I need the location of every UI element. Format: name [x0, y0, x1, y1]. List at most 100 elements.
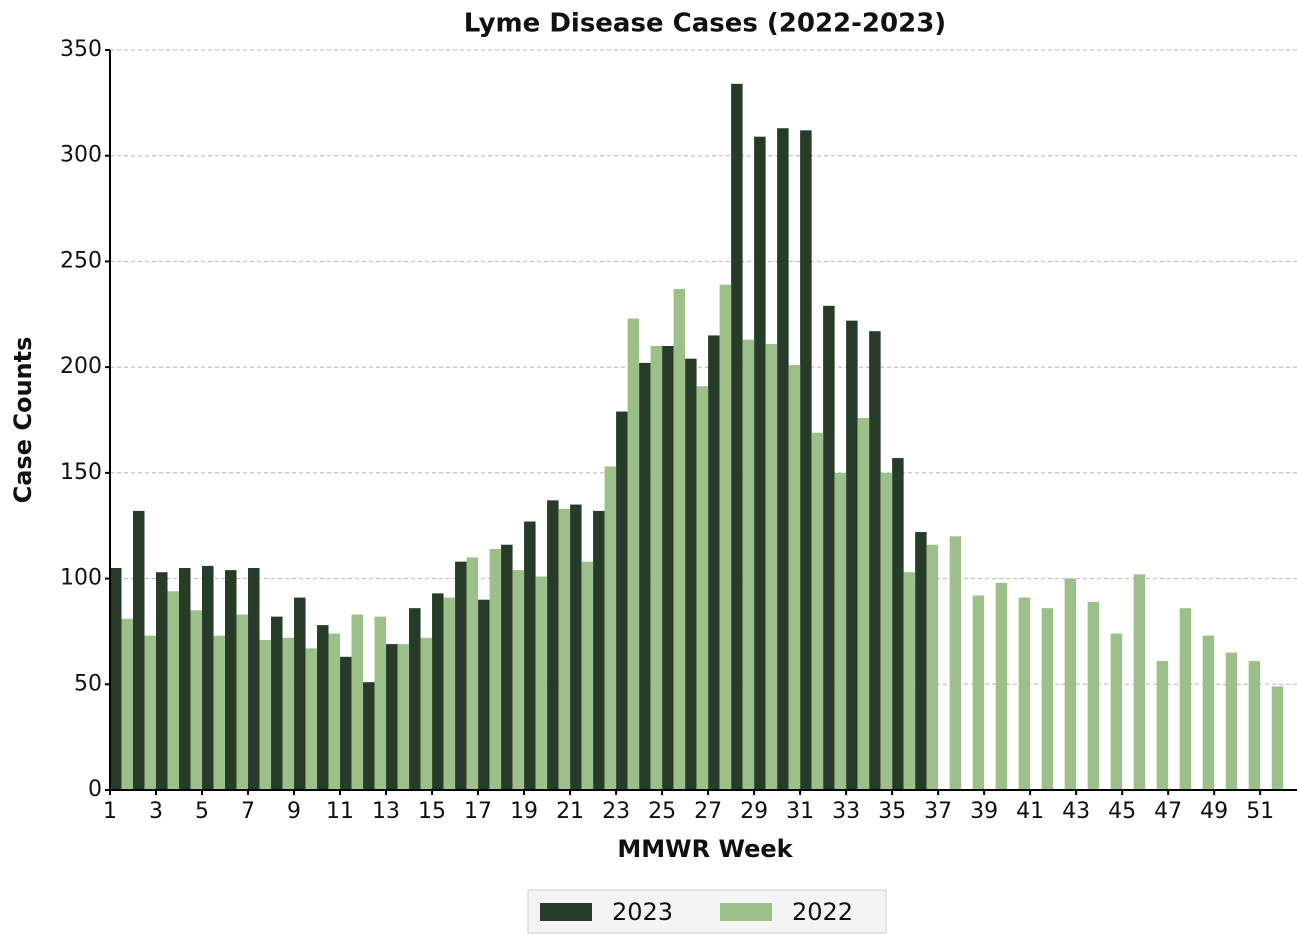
bar [604, 466, 617, 790]
bar [1064, 578, 1077, 790]
x-tick-label: 3 [149, 799, 163, 824]
bar [202, 565, 214, 790]
x-tick-label: 37 [924, 799, 952, 824]
bar [236, 614, 249, 790]
bar [627, 318, 640, 790]
y-axis-label: Case Counts [9, 337, 37, 504]
x-tick-label: 27 [694, 799, 722, 824]
bar [857, 417, 870, 790]
y-tick-label: 50 [74, 671, 102, 696]
bar [420, 637, 433, 790]
bar [570, 504, 582, 790]
bar [1202, 635, 1215, 790]
bar [685, 358, 697, 790]
legend-swatch [540, 903, 592, 921]
x-tick-label: 17 [464, 799, 492, 824]
bar [846, 320, 858, 790]
bar [478, 599, 490, 790]
bar [409, 608, 421, 790]
legend-label: 2023 [612, 898, 673, 926]
bar [673, 288, 686, 790]
x-tick-label: 39 [970, 799, 998, 824]
bar [593, 510, 605, 790]
bar [834, 472, 847, 790]
bar [731, 83, 743, 791]
bar [616, 411, 628, 790]
bar [328, 633, 341, 790]
bar [259, 639, 272, 790]
x-tick-label: 1 [103, 799, 117, 824]
bar [995, 582, 1008, 790]
legend-swatch [720, 903, 772, 921]
bar [1110, 633, 1123, 790]
bar [374, 616, 387, 790]
bar [213, 635, 226, 790]
bar [351, 614, 364, 790]
bar [133, 510, 145, 790]
bar [489, 548, 502, 790]
bar [1179, 608, 1192, 790]
bar [121, 618, 134, 790]
y-tick-label: 300 [60, 143, 102, 168]
y-tick-label: 250 [60, 248, 102, 273]
x-tick-label: 15 [418, 799, 446, 824]
bar [892, 458, 904, 790]
bar [949, 536, 962, 790]
x-tick-label: 21 [556, 799, 584, 824]
bar [880, 472, 893, 790]
bar [1041, 608, 1054, 790]
bar [823, 305, 835, 790]
x-tick-label: 33 [832, 799, 860, 824]
y-tick-label: 100 [60, 566, 102, 591]
bar [811, 432, 824, 790]
bar [397, 644, 410, 790]
bar [903, 572, 916, 790]
bar [512, 570, 525, 790]
x-tick-label: 35 [878, 799, 906, 824]
bar [742, 339, 755, 790]
x-axis-label: MMWR Week [617, 835, 793, 863]
x-tick-label: 51 [1246, 799, 1274, 824]
bar [639, 362, 651, 790]
bar [167, 591, 180, 790]
bar [110, 568, 122, 790]
bar [455, 561, 467, 790]
bar [156, 572, 168, 790]
bar [800, 130, 812, 791]
x-tick-label: 7 [241, 799, 255, 824]
bar [443, 597, 456, 790]
bar [581, 561, 594, 790]
bar [282, 637, 295, 790]
bar [190, 610, 203, 790]
y-tick-label: 200 [60, 354, 102, 379]
x-tick-label: 5 [195, 799, 209, 824]
bar [696, 386, 709, 790]
x-tick-label: 43 [1062, 799, 1090, 824]
bar [1133, 574, 1146, 790]
x-tick-label: 13 [372, 799, 400, 824]
bar [1087, 601, 1100, 790]
bar [386, 644, 398, 790]
bar [317, 625, 329, 790]
bar [144, 635, 157, 790]
bar [547, 500, 559, 790]
bar [1271, 686, 1284, 790]
bar [777, 128, 789, 790]
y-tick-label: 350 [60, 37, 102, 62]
x-tick-label: 47 [1154, 799, 1182, 824]
bar [719, 284, 732, 790]
bar [1248, 661, 1261, 790]
bar [972, 595, 985, 790]
y-tick-label: 0 [88, 777, 102, 802]
bar [662, 346, 674, 790]
bar [524, 521, 536, 790]
bar [179, 568, 191, 790]
bar [915, 532, 927, 790]
bar [535, 576, 548, 790]
bar [788, 365, 801, 790]
x-tick-label: 31 [786, 799, 814, 824]
bar [650, 346, 663, 790]
bar [558, 508, 571, 790]
bar [305, 648, 318, 790]
bar [708, 335, 720, 790]
